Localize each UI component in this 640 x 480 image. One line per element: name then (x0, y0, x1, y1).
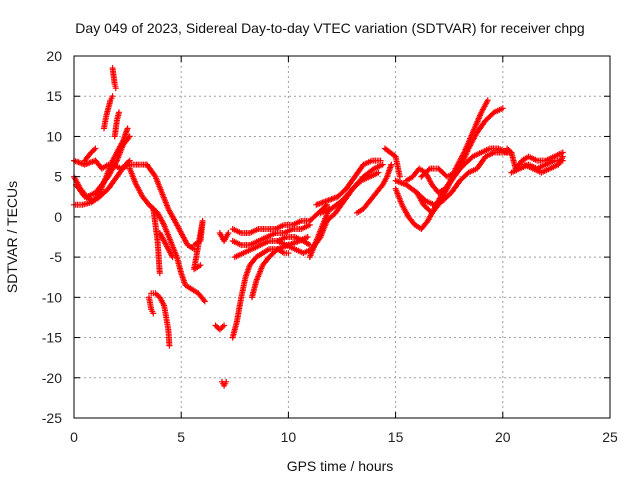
series-track (306, 205, 333, 261)
y-tick-label: -5 (50, 249, 63, 265)
x-tick-label: 15 (388, 429, 404, 445)
y-tick-label: -25 (42, 410, 62, 426)
data-point-markers (111, 109, 122, 140)
data-point-markers (521, 153, 566, 176)
x-tick-label: 25 (602, 429, 618, 445)
data-point-markers (216, 230, 232, 244)
y-tick-label: -10 (42, 289, 62, 305)
data-point-markers (306, 205, 333, 261)
x-tick-label: 0 (70, 429, 78, 445)
data-point-markers (381, 145, 403, 180)
data-point-markers (218, 378, 230, 389)
data-point-markers (191, 217, 206, 273)
axis-ticks: 0 5 10 15 20 25 -25 -20 -15 -10 -5 0 5 10 15 20 (42, 48, 618, 445)
x-tick-label: 5 (177, 429, 185, 445)
data-point-markers (354, 161, 395, 216)
data-point-markers (418, 145, 511, 180)
series-track (381, 145, 403, 180)
data-point-markers (508, 157, 566, 176)
data-point-markers (81, 145, 99, 164)
chart-title: Day 049 of 2023, Sidereal Day-to-day VTE… (75, 20, 584, 36)
data-point-markers (156, 230, 176, 261)
data-point-markers (146, 294, 157, 317)
series-track (111, 109, 122, 140)
plot-frame (73, 55, 611, 419)
series-track (218, 378, 230, 389)
series-track (313, 157, 384, 208)
x-tick-label: 10 (281, 429, 297, 445)
series-track (508, 157, 566, 176)
series-track (156, 230, 176, 261)
data-point-markers (229, 221, 313, 248)
data-point-markers (109, 65, 119, 92)
series-track (81, 145, 99, 164)
data-layer (71, 65, 566, 389)
y-tick-label: 0 (54, 209, 62, 225)
series-track (418, 145, 511, 180)
series-track (73, 125, 131, 204)
y-tick-label: -15 (42, 330, 62, 346)
data-point-markers (143, 161, 198, 253)
y-tick-label: 10 (46, 128, 62, 144)
series-track (143, 161, 198, 253)
series-track (146, 201, 208, 305)
series-track (216, 230, 232, 244)
series-track (521, 153, 566, 176)
data-point-markers (392, 105, 506, 232)
series-track (101, 93, 116, 132)
y-tick-label: 20 (46, 48, 62, 64)
y-axis-label: SDTVAR / TECUs (4, 181, 20, 293)
y-tick-label: 15 (46, 88, 62, 104)
x-axis-label: GPS time / hours (287, 458, 394, 474)
series-track (414, 149, 515, 208)
series-track (229, 221, 313, 248)
series-track (324, 169, 382, 224)
series-track (109, 65, 119, 92)
data-point-markers (324, 169, 382, 224)
data-point-markers (212, 322, 228, 333)
data-point-markers (101, 93, 116, 132)
data-point-markers (73, 125, 131, 204)
series-track (146, 294, 157, 317)
data-point-markers (146, 201, 208, 305)
data-point-markers (414, 149, 515, 208)
series-track (148, 290, 173, 349)
x-tick-label: 20 (495, 429, 511, 445)
y-tick-label: -20 (42, 370, 62, 386)
data-point-markers (148, 290, 173, 349)
series-track (392, 105, 506, 232)
series-track (354, 161, 395, 216)
data-point-markers (313, 157, 384, 208)
series-track (212, 322, 228, 333)
y-tick-label: 5 (54, 169, 62, 185)
series-track (191, 217, 206, 273)
